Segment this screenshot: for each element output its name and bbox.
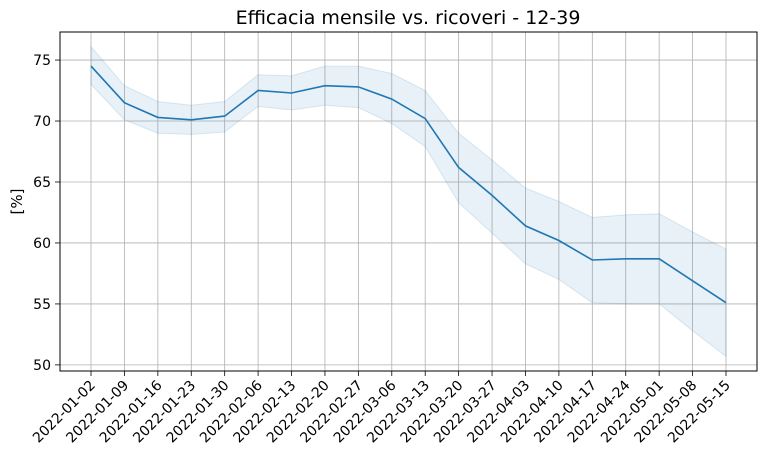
y-tick-label: 60 xyxy=(33,236,51,252)
y-axis: 50 55 60 65 70 75 xyxy=(33,53,60,374)
confidence-band-layer xyxy=(90,45,727,358)
y-tick-label: 65 xyxy=(33,175,51,191)
grid xyxy=(60,32,757,371)
plot-area xyxy=(59,31,758,372)
confidence-band xyxy=(90,45,727,358)
series-line-layer xyxy=(90,65,727,304)
y-tick-label: 75 xyxy=(33,53,51,69)
series-line xyxy=(90,65,727,304)
y-tick-label: 70 xyxy=(33,114,51,130)
x-axis: 2022-01-022022-01-092022-01-162022-01-23… xyxy=(30,371,734,446)
y-tick-label: 55 xyxy=(33,297,51,313)
y-axis-label: [%] xyxy=(8,189,26,215)
y-tick-label: 50 xyxy=(33,358,51,374)
chart-title: Efficacia mensile vs. ricoveri - 12-39 xyxy=(236,7,581,29)
